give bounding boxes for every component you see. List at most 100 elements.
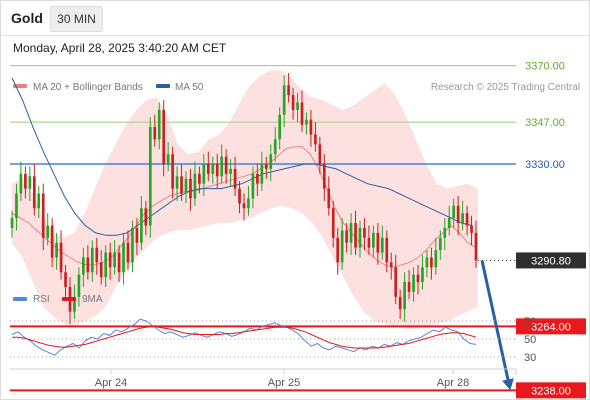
ma9-legend-swatch: [62, 297, 76, 301]
forecast-arrow: [480, 260, 514, 391]
candle-body: [434, 250, 438, 268]
candle-body: [46, 225, 50, 238]
candle-body: [224, 156, 228, 174]
candle-body: [389, 262, 393, 268]
candle-body: [99, 262, 103, 278]
candle-body: [32, 176, 36, 209]
candle-body: [380, 237, 384, 253]
candle-body: [443, 227, 447, 238]
rsi-panel: 70 50 30: [10, 316, 536, 364]
candle-body: [412, 274, 415, 292]
candle-body: [55, 242, 58, 258]
candle-body: [314, 134, 317, 145]
candle-body: [131, 227, 134, 263]
candle-body: [117, 252, 121, 273]
candle-body: [19, 173, 23, 194]
candle-body: [220, 156, 224, 177]
ma50-line: [11, 77, 473, 236]
candle-body: [278, 114, 282, 140]
candle-body: [108, 252, 112, 268]
rsi-tick-label: 30: [524, 352, 536, 364]
candle-body: [340, 230, 344, 263]
candle-body: [322, 164, 326, 189]
candle-body: [122, 242, 125, 273]
candle-body: [50, 225, 54, 258]
candle-body: [367, 237, 371, 248]
candle-body: [202, 164, 206, 184]
candle-body: [24, 173, 27, 189]
candle-body: [86, 257, 90, 273]
candle-body: [157, 109, 161, 140]
candle-body: [28, 176, 32, 189]
candle-body: [318, 144, 322, 164]
level-3290-80-label: 3290.80: [531, 255, 571, 267]
candle-body: [135, 227, 139, 243]
candle-body: [385, 237, 389, 263]
level-3290-80-tag: [516, 252, 586, 269]
ma20-line: [11, 146, 477, 268]
candle-body: [398, 296, 402, 310]
candle-body: [376, 232, 380, 253]
candle-body: [273, 139, 277, 155]
datetime-label: Monday, April 28, 2025 3:40:20 AM CET: [13, 41, 227, 55]
candle-body: [148, 127, 152, 226]
candle-body: [456, 205, 460, 224]
moving-averages: [11, 77, 477, 268]
rsi-ma-line: [12, 325, 477, 349]
candle-body: [349, 223, 353, 243]
candle-body: [189, 178, 192, 199]
level-labels: 3370.00 3347.00 3330.00 3290.80 3264.00 3238.…: [516, 61, 586, 399]
candle-body: [95, 247, 99, 263]
candle-body: [305, 119, 308, 125]
candle-body: [461, 213, 464, 224]
candlesticks: [10, 72, 478, 324]
candle-body: [425, 257, 429, 268]
candle-body: [407, 282, 411, 292]
candle-body: [296, 102, 299, 110]
forecast-arrow-head: [502, 378, 514, 391]
rsi-legend-swatch: [13, 297, 27, 301]
candle-body: [327, 188, 331, 209]
level-3330-00-label: 3330.00: [525, 159, 565, 171]
level-3264-00-label: 3264.00: [531, 321, 571, 333]
level-3238-00-label: 3238.00: [531, 385, 571, 397]
candle-body: [171, 154, 174, 189]
candle-body: [10, 218, 14, 228]
candle-body: [144, 208, 148, 226]
candle-body: [64, 272, 67, 287]
candle-body: [238, 188, 241, 204]
candle-body: [15, 193, 18, 219]
candle-body: [291, 95, 295, 110]
candle-body: [260, 164, 264, 184]
x-tick-label: Apr 25: [268, 377, 300, 389]
candle-body: [470, 225, 473, 233]
candle-body: [184, 178, 188, 194]
candle-body: [82, 257, 85, 275]
candle-body: [126, 242, 130, 263]
level-3238-00-tag: [516, 382, 586, 399]
candle-body: [430, 257, 433, 268]
candle-body: [175, 176, 179, 189]
candle-body: [104, 252, 108, 278]
candle-body: [153, 127, 157, 140]
candle-body: [251, 173, 255, 199]
candle-body: [309, 119, 313, 135]
candle-body: [59, 242, 63, 273]
candle-body: [336, 237, 340, 263]
candle-body: [73, 296, 76, 312]
ma50-legend-label: MA 50: [175, 82, 204, 93]
x-tick-label: Apr 24: [95, 377, 127, 389]
candle-body: [140, 208, 143, 243]
candle-body: [37, 193, 41, 209]
candle-body: [41, 193, 45, 238]
time-axis: Apr 24 Apr 25 Apr 28: [10, 368, 517, 389]
candle-body: [77, 274, 81, 297]
candle-body: [193, 173, 197, 199]
level-3347-00-label: 3347.00: [525, 117, 565, 129]
timeframe-button[interactable]: 30 MIN: [50, 6, 103, 32]
candle-body: [211, 164, 215, 174]
ma9-legend-label: 9MA: [82, 294, 103, 305]
instrument-title: Gold: [11, 10, 43, 26]
candle-body: [90, 247, 94, 273]
